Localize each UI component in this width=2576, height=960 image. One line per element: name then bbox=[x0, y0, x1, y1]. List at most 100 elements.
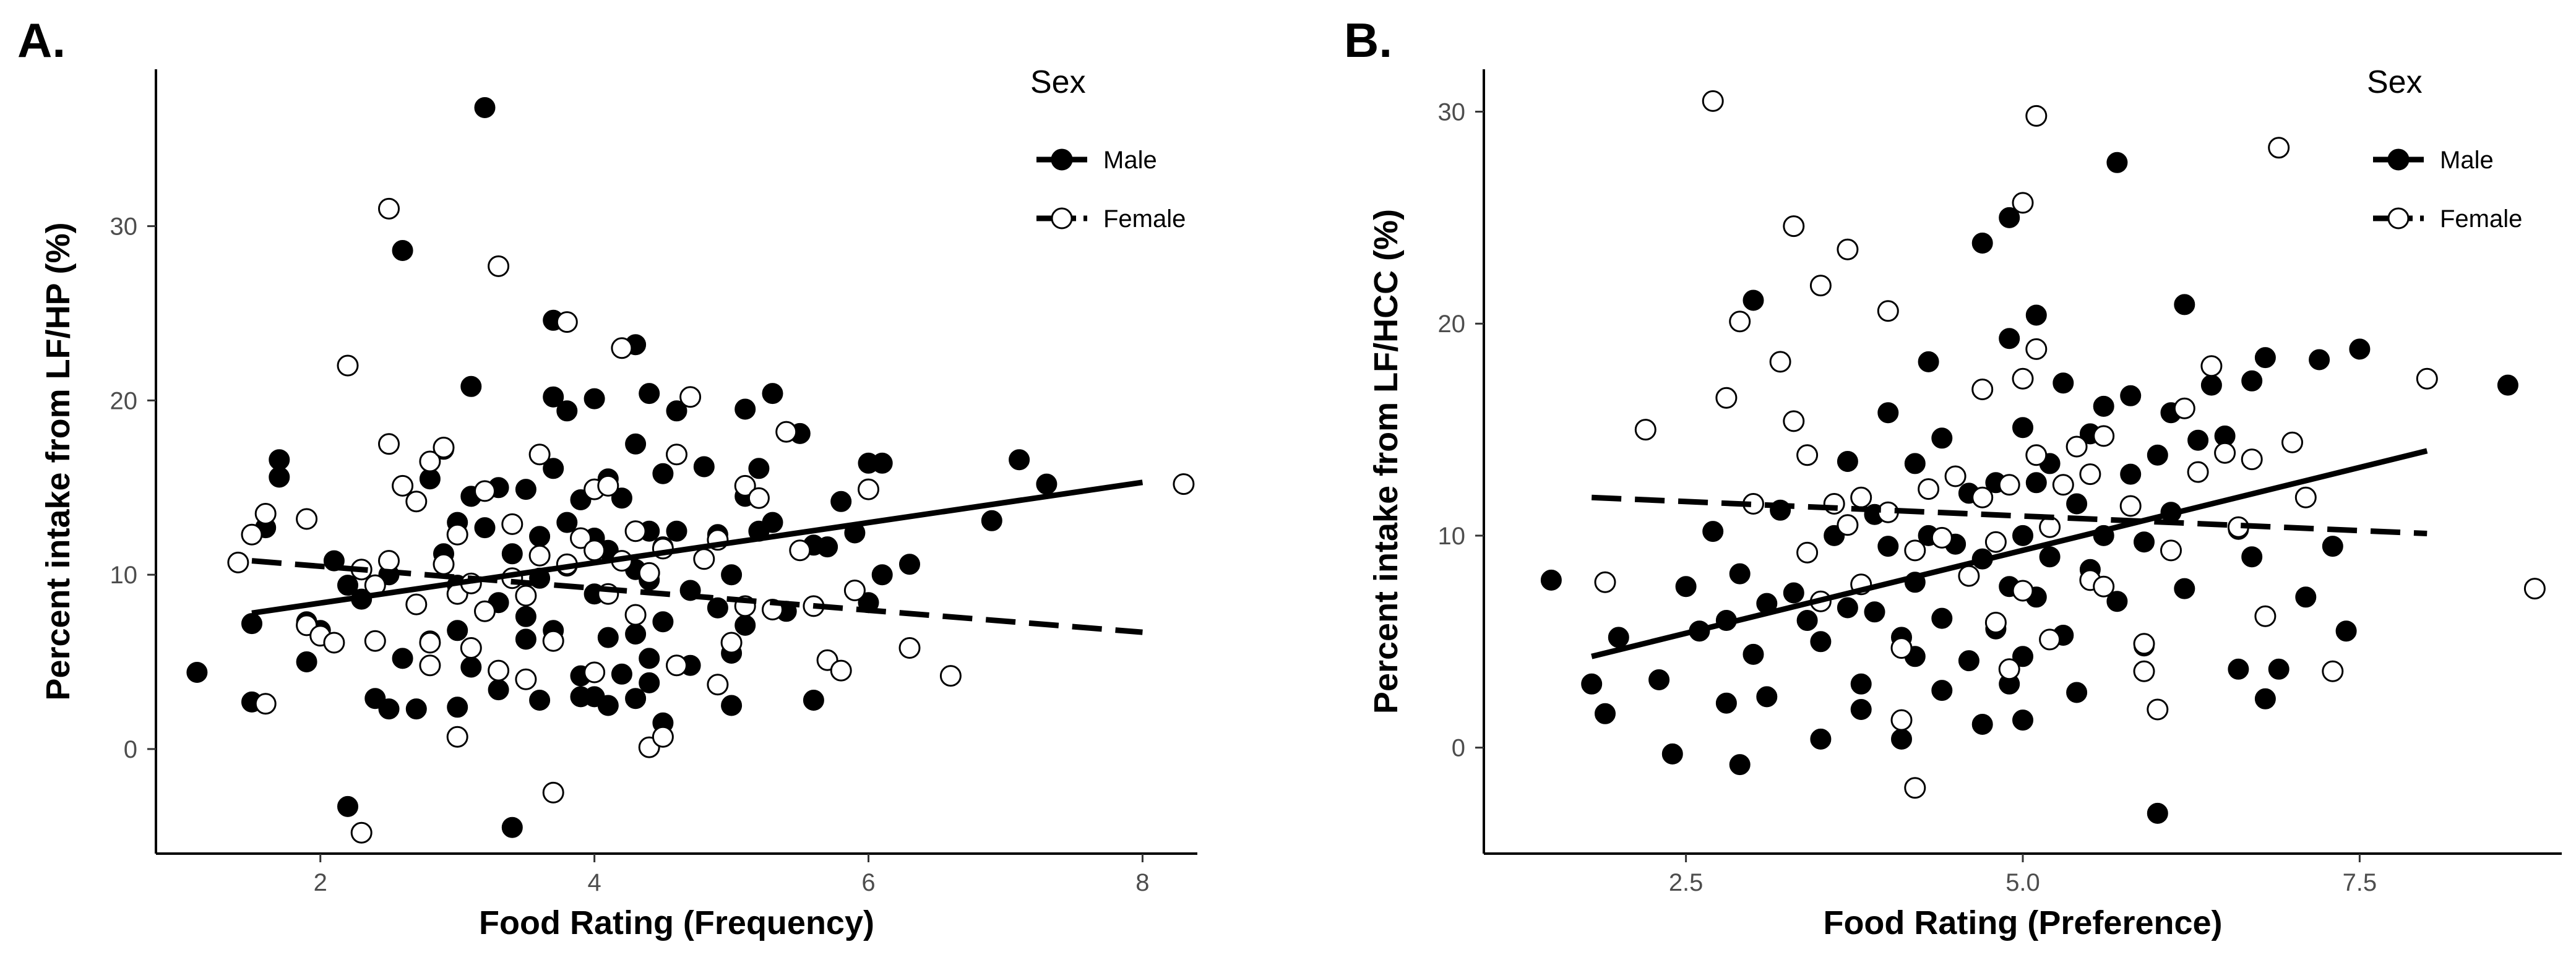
male-point bbox=[2309, 349, 2330, 371]
series-female bbox=[227, 197, 1195, 844]
female-point bbox=[1715, 387, 1738, 409]
male-point bbox=[1850, 699, 1872, 720]
female-point bbox=[419, 450, 441, 473]
female-point bbox=[323, 632, 345, 654]
male-point bbox=[707, 597, 728, 619]
y-tick-label: 20 bbox=[1438, 311, 1466, 338]
female-point bbox=[528, 444, 551, 466]
male-point bbox=[241, 613, 262, 635]
female-point bbox=[747, 487, 770, 509]
female-point bbox=[433, 437, 455, 458]
male-point bbox=[2254, 688, 2276, 709]
female-point bbox=[939, 665, 962, 687]
male-point bbox=[556, 512, 578, 533]
male-point bbox=[2241, 546, 2263, 568]
male-point bbox=[2120, 463, 2142, 485]
legend-title: Sex bbox=[2367, 64, 2423, 100]
fit-line-female bbox=[1592, 494, 2427, 537]
male-point bbox=[597, 627, 619, 648]
male-point bbox=[1999, 328, 2020, 349]
female-point bbox=[611, 337, 633, 359]
male-point bbox=[1877, 536, 1899, 557]
female-point bbox=[1783, 410, 1805, 432]
male-point bbox=[2053, 372, 2074, 394]
male-point bbox=[447, 620, 468, 641]
female-point bbox=[734, 474, 756, 497]
female-point bbox=[1998, 474, 2020, 496]
male-point bbox=[1756, 686, 1778, 708]
male-point bbox=[1958, 650, 1979, 672]
y-tick-label: 10 bbox=[110, 562, 138, 589]
female-point bbox=[584, 539, 606, 562]
male-point bbox=[1661, 743, 1683, 765]
female-point bbox=[858, 478, 879, 500]
male-point bbox=[2268, 658, 2290, 680]
female-point bbox=[1729, 311, 1751, 333]
female-point bbox=[1796, 541, 1819, 564]
female-point bbox=[720, 632, 743, 654]
y-tick-label: 0 bbox=[1452, 735, 1465, 762]
male-point bbox=[2012, 417, 2033, 439]
male-point bbox=[2039, 546, 2061, 568]
y-tick-label: 30 bbox=[1438, 99, 1466, 126]
male-point bbox=[1783, 582, 1804, 604]
series-male bbox=[1540, 152, 2518, 824]
female-point bbox=[542, 781, 564, 804]
female-point bbox=[2012, 192, 2034, 214]
panel-label: A. bbox=[17, 13, 66, 67]
female-point bbox=[2093, 575, 2115, 598]
male-point bbox=[830, 491, 852, 512]
male-point bbox=[652, 611, 674, 633]
female-point bbox=[2281, 431, 2303, 453]
legend: Sex Male Female bbox=[1030, 64, 1186, 233]
male-point bbox=[2106, 591, 2128, 612]
male-point bbox=[474, 97, 496, 118]
female-point bbox=[1823, 493, 1845, 515]
male-point bbox=[2147, 444, 2168, 466]
y-tick-label: 20 bbox=[110, 387, 138, 414]
female-point bbox=[1971, 379, 1994, 400]
x-tick-label: 5.0 bbox=[2005, 869, 2040, 896]
male-point bbox=[2241, 370, 2263, 392]
female-point bbox=[666, 654, 687, 677]
female-point bbox=[2147, 698, 2169, 721]
x-axis-title: Food Rating (Preference) bbox=[1823, 904, 2222, 941]
female-point bbox=[2025, 338, 2048, 360]
male-point bbox=[639, 648, 660, 669]
female-point bbox=[2294, 486, 2317, 508]
female-point bbox=[693, 548, 715, 570]
male-point bbox=[556, 400, 578, 422]
female-point bbox=[378, 550, 400, 572]
female-point bbox=[542, 630, 564, 652]
male-point bbox=[721, 564, 743, 586]
male-point bbox=[392, 240, 413, 261]
female-point bbox=[2214, 442, 2236, 464]
female-point bbox=[1783, 215, 1805, 238]
female-point bbox=[1837, 238, 1859, 260]
female-point bbox=[898, 637, 921, 659]
male-point bbox=[1999, 207, 2020, 228]
male-point bbox=[2174, 578, 2195, 599]
female-point bbox=[2039, 628, 2061, 651]
male-point bbox=[515, 479, 536, 500]
female-point bbox=[2066, 435, 2088, 458]
female-point bbox=[392, 474, 414, 497]
female-point bbox=[570, 527, 592, 549]
male-point bbox=[734, 398, 756, 420]
male-point bbox=[1675, 576, 1697, 598]
female-point bbox=[1594, 571, 1616, 593]
female-point bbox=[2119, 495, 2142, 517]
female-point bbox=[2187, 461, 2209, 483]
male-point bbox=[734, 614, 756, 636]
male-point bbox=[981, 510, 1002, 531]
female-point bbox=[419, 654, 441, 677]
male-point bbox=[1036, 473, 1058, 495]
male-point bbox=[543, 386, 564, 408]
male-point bbox=[1931, 607, 1953, 629]
female-point bbox=[474, 600, 496, 622]
male-point bbox=[871, 564, 893, 586]
male-point bbox=[666, 520, 687, 542]
x-tick-label: 7.5 bbox=[2343, 869, 2377, 896]
series-female bbox=[1594, 90, 2546, 799]
male-point bbox=[597, 695, 619, 716]
